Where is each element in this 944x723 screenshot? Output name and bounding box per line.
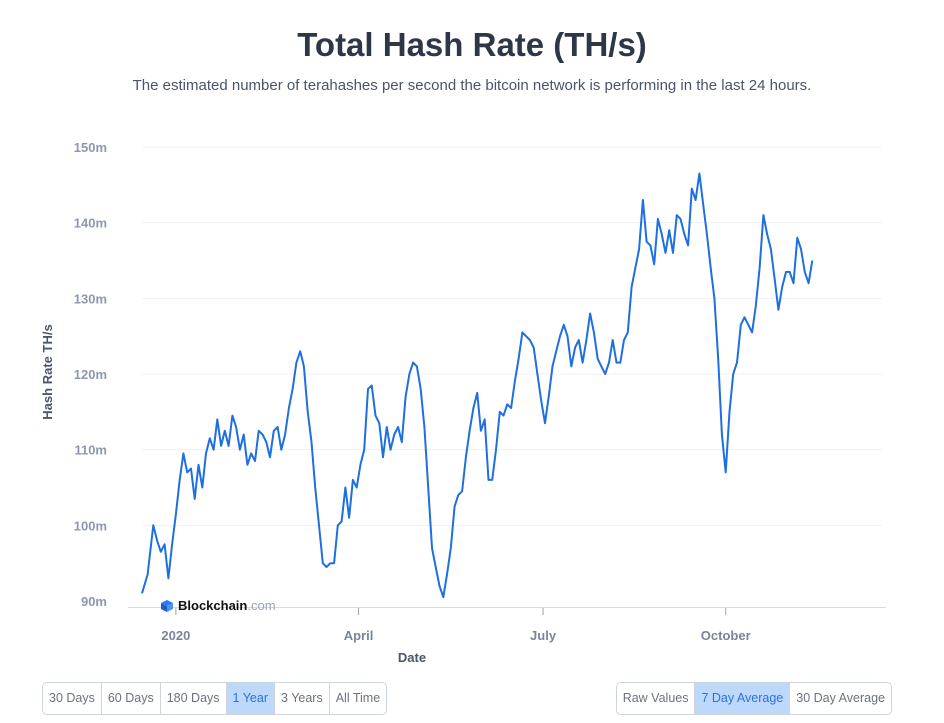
range-button-60-days[interactable]: 60 Days xyxy=(102,683,161,714)
page-title: Total Hash Rate (TH/s) xyxy=(297,26,647,63)
range-button-all-time[interactable]: All Time xyxy=(335,691,381,705)
time-range-selector: 30 Days 60 Days 180 Days 1 Year 3 Years … xyxy=(42,682,388,715)
y-tick-label: 140m xyxy=(74,216,107,231)
value-mode-selector: Raw Values 7 Day Average 30 Day Average xyxy=(615,682,892,715)
x-tick-label: April xyxy=(344,628,374,643)
x-tick-label: 2020 xyxy=(161,628,190,643)
y-tick-label: 120m xyxy=(74,367,107,382)
y-axis-label: Hash Rate TH/s xyxy=(40,324,55,419)
x-tick-label: October xyxy=(701,628,751,643)
brand-domain: .com xyxy=(247,598,276,613)
chart-series xyxy=(141,172,814,599)
mode-button-raw-values[interactable]: Raw Values xyxy=(617,683,696,714)
y-tick-label: 90m xyxy=(81,594,107,609)
y-tick-label: 130m xyxy=(74,291,107,306)
mode-button-7-day-average[interactable]: 7 Day Average xyxy=(695,683,791,714)
brand-name: Blockchain xyxy=(178,598,248,613)
x-tick-label: July xyxy=(530,628,557,643)
y-tick-label: 150m xyxy=(74,140,107,155)
range-button-30-days[interactable]: 30 Days xyxy=(43,683,102,714)
range-button-180-days[interactable]: 180 Days xyxy=(161,683,227,714)
y-tick-label: 110m xyxy=(74,443,107,458)
x-axis-label: Date xyxy=(398,650,426,665)
y-tick-label: 100m xyxy=(74,518,107,533)
y-axis-ticks: 90m 100m 110m 120m 130m 140m 150m xyxy=(74,140,107,609)
series-line-hash-rate xyxy=(141,172,814,599)
range-button-1-year[interactable]: 1 Year xyxy=(226,683,275,714)
chart-grid xyxy=(142,146,882,526)
blockchain-cube-icon xyxy=(161,599,173,612)
brand-watermark: Blockchain .com xyxy=(160,598,276,613)
range-button-3-years[interactable]: 3 Years xyxy=(275,683,330,714)
x-axis: 2020 April July October xyxy=(128,607,886,643)
mode-button-30-day-average[interactable]: 30 Day Average xyxy=(796,691,885,705)
page-subtitle: The estimated number of terahashes per s… xyxy=(132,77,812,94)
